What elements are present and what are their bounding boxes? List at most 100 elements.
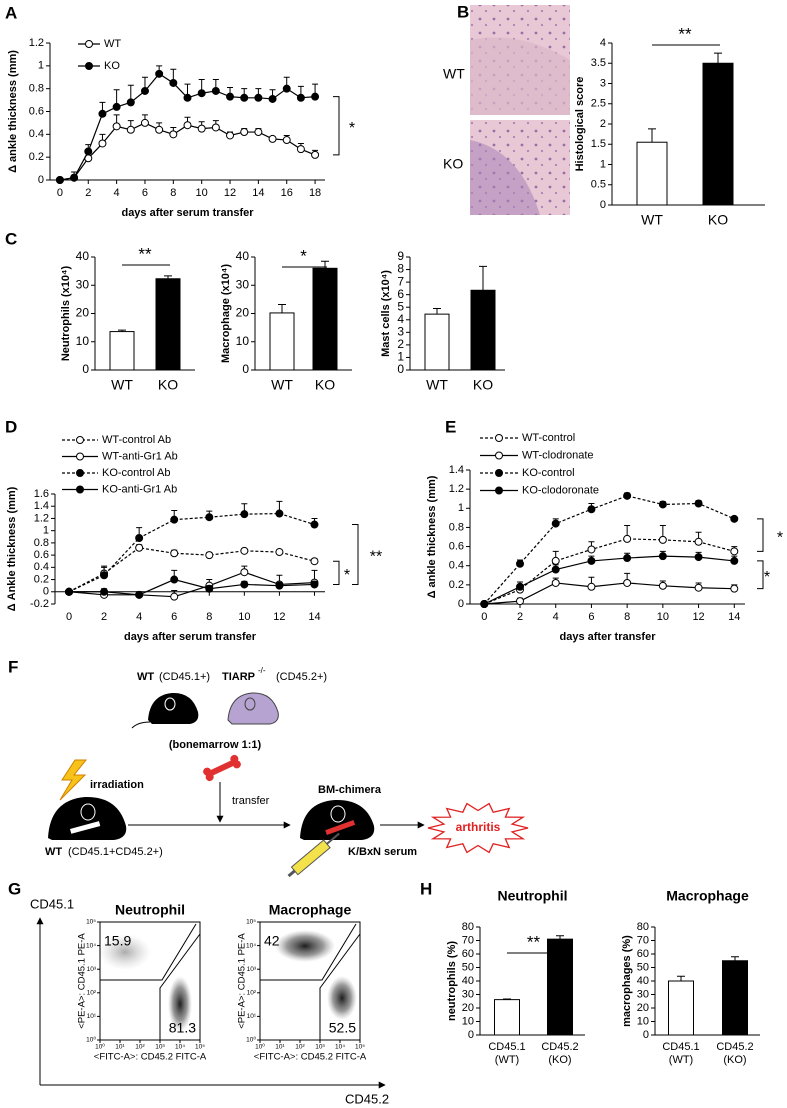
error-bar — [556, 935, 564, 940]
legend-marker — [495, 434, 503, 442]
bar — [494, 999, 520, 1036]
data-point — [240, 546, 249, 555]
gate — [159, 933, 201, 1040]
y-tick-label: 40 — [76, 249, 90, 263]
x-title: CD45.2 — [345, 1091, 389, 1106]
mouse-wt — [131, 692, 199, 729]
x-tick-label: 10¹ — [115, 1044, 125, 1051]
x-tick-label: 10 — [657, 611, 669, 623]
x-tick-label: WT — [111, 377, 133, 393]
y-tick-label: 5 — [397, 299, 404, 313]
y-tick-label: 0.5 — [591, 179, 606, 191]
event-density — [275, 930, 335, 962]
y-tick-label: 1.5 — [591, 138, 606, 150]
data-point — [211, 86, 220, 95]
y-tick-label: 0 — [600, 199, 606, 211]
y-tick-label: 10³ — [247, 966, 257, 973]
series-line — [484, 538, 735, 605]
legend-marker — [85, 40, 93, 48]
y-axis-label: Neutrophils (x10⁴) — [60, 266, 72, 362]
legend-marker — [85, 62, 93, 70]
x-tick-label: CD45.2 (KO) — [716, 1041, 754, 1066]
data-point — [587, 582, 596, 591]
y-tick-label: 10¹ — [87, 1013, 97, 1020]
y-axis-label: Δ ankle thickness (mm) — [426, 475, 438, 598]
x-tick-label: 12 — [224, 187, 236, 199]
legend-label: WT-control Ab — [102, 434, 171, 446]
y-tick-label: 0.2 — [34, 573, 49, 585]
data-point — [275, 548, 284, 557]
y-tick-label: 2 — [600, 118, 606, 130]
data-point — [226, 131, 235, 140]
y-tick-label: 10⁴ — [86, 942, 96, 949]
y-tick-label: -0.2 — [30, 598, 49, 610]
y-tick-label: 6 — [397, 287, 404, 301]
y-tick-label: 30 — [462, 988, 474, 1000]
legend-label: KO-control — [522, 467, 575, 479]
significance-label: * — [300, 246, 307, 265]
bar — [470, 289, 496, 371]
legend-label: WT-clodronate — [522, 449, 594, 461]
y-tick-label: 3.5 — [591, 57, 606, 69]
x-tick-label: 8 — [170, 187, 176, 199]
data-point — [98, 109, 107, 118]
data-point — [516, 559, 524, 568]
legend-label: WT — [104, 38, 121, 50]
y-axis-label: <PE-A>: CD45.1 PE-A — [237, 933, 248, 1029]
data-point — [275, 509, 284, 518]
data-point — [183, 93, 192, 102]
legend-marker — [76, 485, 84, 494]
x-axis-label: days after serum transfer — [121, 207, 254, 219]
event-density — [327, 976, 357, 1020]
y-tick-label: 10⁵ — [86, 919, 96, 926]
bar — [155, 278, 181, 371]
y-tick-label: 60 — [462, 948, 474, 960]
data-point — [310, 520, 319, 529]
x-tick-label: 10⁴ — [175, 1044, 185, 1051]
y-tick-label: 40 — [462, 975, 474, 987]
y-tick-label: 0.8 — [29, 83, 44, 95]
y-tick-label: 3 — [397, 325, 404, 339]
data-point — [240, 510, 249, 519]
data-point — [311, 150, 320, 159]
data-point — [170, 515, 179, 524]
data-point — [658, 581, 667, 590]
y-tick-label: 10⁵ — [246, 919, 256, 926]
plot-frame — [259, 921, 361, 1041]
data-point — [275, 581, 284, 590]
data-point — [268, 134, 277, 143]
data-point — [135, 534, 144, 542]
y-tick-label: 0.4 — [34, 561, 49, 573]
data-point — [551, 578, 560, 587]
y-axis-label: macrophages (%) — [621, 935, 633, 1027]
significance-bracket — [352, 524, 359, 585]
data-point — [516, 597, 524, 606]
x-tick-label: 10⁰ — [255, 1043, 265, 1051]
error-bar — [731, 956, 739, 961]
significance-label: * — [349, 120, 355, 137]
outcome-label: arthritis — [456, 820, 501, 834]
y-tick-label: 0.2 — [449, 579, 464, 591]
y-axis-label: Mast cells (x10⁴) — [380, 270, 392, 357]
data-point — [551, 565, 560, 574]
x-tick-label: KO — [708, 212, 728, 228]
x-tick-label: CD45.2 (KO) — [541, 1041, 579, 1066]
y-tick-label: 50 — [637, 961, 649, 973]
y-tick-label: 20 — [462, 1002, 474, 1014]
image-label: WT — [443, 66, 465, 82]
y-tick-label: 1.4 — [449, 464, 464, 476]
y-tick-label: 10 — [462, 1015, 474, 1027]
y-tick-label: 10 — [637, 1015, 649, 1027]
significance-bracket — [757, 560, 764, 590]
data-point — [197, 124, 206, 133]
image-label: KO — [443, 156, 463, 172]
syringe-icon — [287, 832, 340, 878]
data-point — [516, 582, 524, 591]
x-tick-label: 14 — [728, 611, 740, 623]
y-axis-label: Histological score — [574, 77, 586, 172]
x-tick-label: 12 — [692, 611, 704, 623]
y-tick-label: 20 — [236, 306, 250, 320]
x-tick-label: KO — [473, 377, 493, 393]
serum-label: K/BxN serum — [348, 846, 417, 858]
series-line — [59, 122, 316, 181]
